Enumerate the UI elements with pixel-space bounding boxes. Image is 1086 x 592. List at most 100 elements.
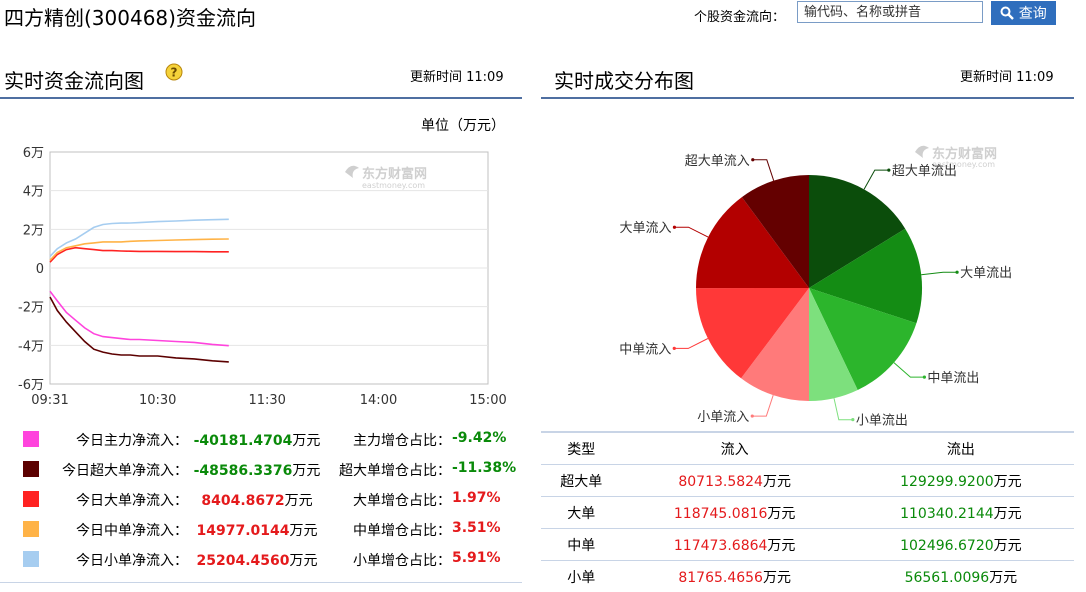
legend-row: 今日主力净流入：-40181.4704万元主力增仓占比：-9.42%	[0, 430, 522, 452]
y-tick-label: -4万	[18, 339, 44, 354]
legend-value: -48586.3376	[194, 463, 293, 479]
outflow-unit: 万元	[994, 506, 1022, 522]
pie-label-dot	[751, 414, 754, 417]
legend-swatch	[23, 461, 39, 477]
realtime-distribution-title: 实时成交分布图	[554, 65, 694, 94]
outflow-unit: 万元	[989, 570, 1017, 586]
y-tick-label: 2万	[23, 223, 44, 238]
svg-text:东方财富网: 东方财富网	[362, 166, 427, 182]
search-input[interactable]	[797, 1, 983, 23]
legend-label: 今日主力净流入：	[48, 430, 188, 450]
outflow-cell: 102496.6720万元	[848, 529, 1074, 561]
legend-ratio-value: 1.97%	[452, 490, 501, 506]
svg-text:eastmoney.com: eastmoney.com	[362, 181, 425, 190]
legend-value: -40181.4704	[194, 433, 293, 449]
pie-slice-label: 中单流出	[927, 371, 979, 386]
legend-row: 今日超大单净流入：-48586.3376万元超大单增仓占比：-11.38%	[0, 460, 522, 482]
pie-label-connector	[894, 363, 925, 378]
question-icon[interactable]: ?	[164, 62, 184, 86]
pie-slice-label: 超大单流出	[892, 164, 957, 179]
outflow-value: 110340.2144	[900, 506, 994, 522]
legend-swatch	[23, 551, 39, 567]
pie-label-connector	[752, 395, 773, 416]
search-button-label: 查询	[1019, 6, 1047, 22]
outflow-cell: 56561.0096万元	[848, 561, 1074, 592]
inflow-cell: 117473.6864万元	[622, 529, 848, 561]
legend-unit: 万元	[292, 463, 320, 479]
outflow-cell: 129299.9200万元	[848, 465, 1074, 497]
y-tick-label: 6万	[23, 146, 44, 161]
search-button[interactable]: 查询	[991, 1, 1056, 25]
type-cell: 小单	[541, 561, 622, 592]
legend-row: 今日中单净流入：14977.0144万元中单增仓占比：3.51%	[0, 520, 522, 542]
outflow-value: 129299.9200	[900, 474, 994, 490]
pie-label-dot	[673, 226, 676, 229]
pie-slice-label: 大单流入	[619, 221, 671, 236]
inflow-cell: 81765.4656万元	[622, 561, 848, 592]
legend-value: 8404.8672	[201, 493, 284, 509]
legend-label: 今日小单净流入：	[48, 550, 188, 570]
pie-label-connector	[675, 227, 709, 237]
legend-value: 25204.4560	[197, 553, 290, 569]
outflow-value: 56561.0096	[905, 570, 990, 586]
svg-text:?: ?	[171, 66, 178, 80]
y-tick-label: 0	[36, 262, 44, 277]
y-tick-label: 4万	[23, 185, 44, 200]
legend-unit: 万元	[285, 493, 313, 509]
pie-label-dot	[955, 271, 958, 274]
legend-swatch	[23, 521, 39, 537]
inflow-unit: 万元	[763, 474, 791, 490]
search-icon	[1000, 6, 1018, 22]
type-cell: 大单	[541, 497, 622, 529]
inflow-value: 117473.6864	[674, 538, 768, 554]
legend-swatch	[23, 491, 39, 507]
legend-value-wrap: 25204.4560万元	[192, 550, 322, 570]
pie-label-connector	[864, 170, 889, 189]
left-update-time: 更新时间 11:09	[410, 66, 504, 85]
outflow-value: 102496.6720	[900, 538, 994, 554]
realtime-flow-title: 实时资金流向图	[4, 65, 144, 94]
pie-label-connector	[834, 398, 853, 420]
pie-label-dot	[673, 347, 676, 350]
legend-row: 今日大单净流入：8404.8672万元大单增仓占比：1.97%	[0, 490, 522, 512]
y-tick-label: -2万	[18, 301, 44, 316]
pie-slice-label: 超大单流入	[685, 154, 750, 169]
legend-value-wrap: 8404.8672万元	[192, 490, 322, 510]
legend-ratio-value: 5.91%	[452, 550, 501, 566]
pie-slice-label: 小单流入	[697, 410, 749, 425]
legend-unit: 万元	[290, 553, 318, 569]
col-type-header: 类型	[541, 432, 622, 465]
x-tick-label: 15:00	[469, 393, 506, 408]
x-tick-label: 14:00	[360, 393, 397, 408]
pie-label-dot	[751, 158, 754, 161]
legend-ratio-label: 大单增仓占比：	[326, 490, 451, 510]
inflow-unit: 万元	[767, 506, 795, 522]
right-divider	[541, 97, 1074, 99]
x-tick-label: 10:30	[139, 393, 176, 408]
outflow-unit: 万元	[994, 538, 1022, 554]
type-cell: 中单	[541, 529, 622, 561]
pie-slice-label: 小单流出	[856, 414, 908, 429]
legend-ratio-label: 中单增仓占比：	[326, 520, 451, 540]
legend-ratio-label: 小单增仓占比：	[326, 550, 451, 570]
inflow-cell: 80713.5824万元	[622, 465, 848, 497]
legend-ratio-label: 主力增仓占比：	[326, 430, 451, 450]
legend-ratio-value: -11.38%	[452, 460, 516, 476]
outflow-cell: 110340.2144万元	[848, 497, 1074, 529]
x-tick-label: 09:31	[31, 393, 68, 408]
legend-label: 今日中单净流入：	[48, 520, 188, 540]
legend-swatch	[23, 431, 39, 447]
y-tick-label: -6万	[18, 378, 44, 393]
legend-value-wrap: -48586.3376万元	[192, 460, 322, 480]
inflow-value: 80713.5824	[678, 474, 763, 490]
legend-bottom-rule	[0, 582, 522, 583]
distribution-pie-chart: 东方财富网eastmoney.com超大单流出大单流出中单流出小单流出小单流入中…	[541, 130, 1074, 430]
legend-row: 今日小单净流入：25204.4560万元小单增仓占比：5.91%	[0, 550, 522, 572]
inflow-cell: 118745.0816万元	[622, 497, 848, 529]
inflow-value: 81765.4656	[678, 570, 763, 586]
pie-label-dot	[851, 418, 854, 421]
pie-slice-label: 大单流出	[960, 266, 1012, 281]
